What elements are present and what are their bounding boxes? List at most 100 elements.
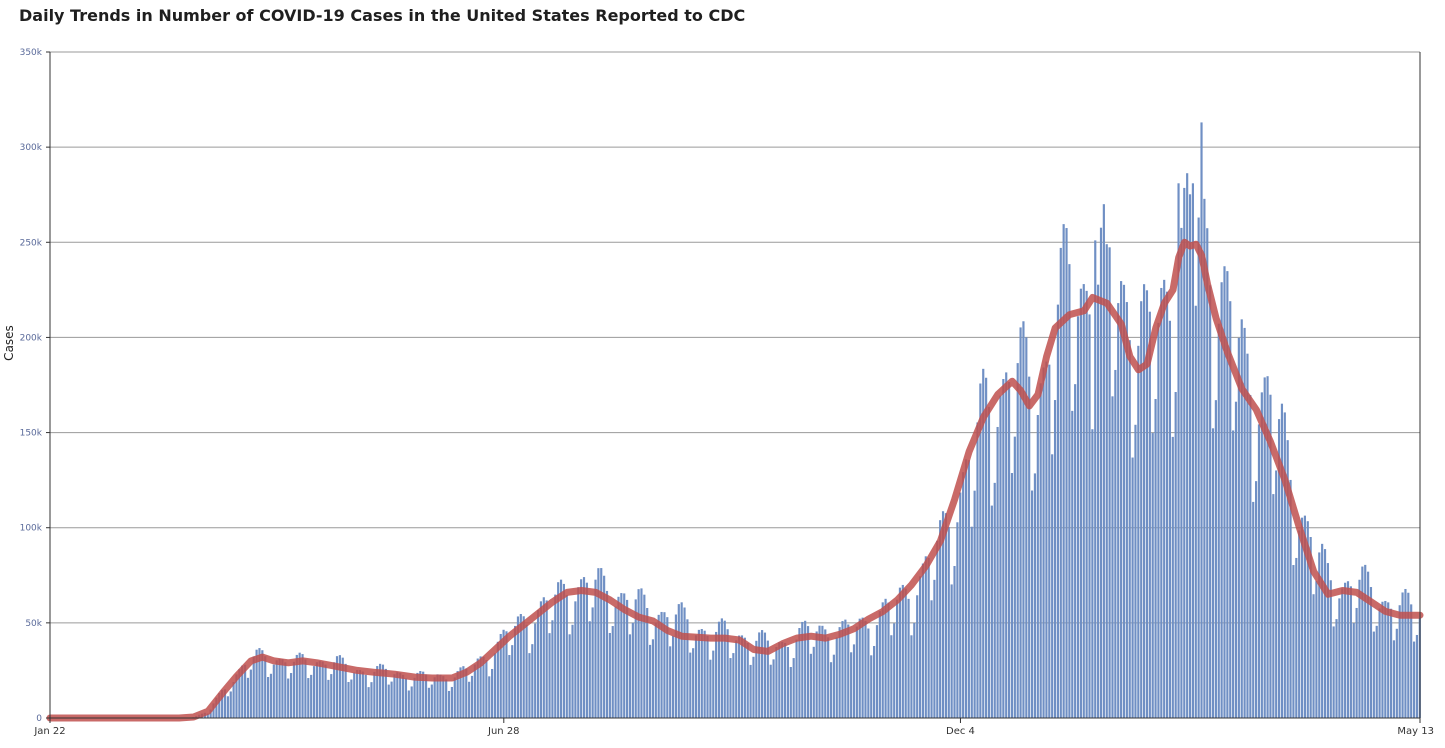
bar bbox=[864, 620, 867, 718]
bar bbox=[333, 662, 336, 718]
bar bbox=[582, 577, 586, 718]
bar bbox=[669, 646, 672, 718]
bar bbox=[654, 622, 657, 718]
bar bbox=[956, 522, 959, 718]
bar bbox=[746, 642, 749, 718]
bar bbox=[1344, 582, 1347, 718]
bar bbox=[353, 672, 356, 718]
bar bbox=[1358, 579, 1361, 718]
bar bbox=[838, 627, 841, 718]
bar bbox=[1030, 490, 1034, 718]
bar bbox=[1300, 517, 1304, 718]
bar bbox=[1243, 327, 1246, 718]
bar bbox=[574, 601, 577, 718]
bar bbox=[758, 632, 761, 718]
bar bbox=[367, 687, 370, 718]
bar bbox=[970, 526, 973, 718]
bar bbox=[1246, 353, 1249, 718]
bar bbox=[703, 630, 706, 718]
bar bbox=[522, 616, 525, 718]
chart-title: Daily Trends in Number of COVID-19 Cases… bbox=[19, 6, 746, 25]
bar bbox=[778, 642, 781, 718]
bar bbox=[453, 677, 456, 718]
bar bbox=[1375, 625, 1378, 718]
moving-average-path bbox=[46, 238, 1424, 722]
bar bbox=[568, 634, 571, 718]
bar bbox=[818, 625, 821, 718]
bar bbox=[387, 684, 390, 718]
bar bbox=[462, 666, 465, 718]
bar bbox=[594, 579, 597, 718]
bar bbox=[603, 575, 606, 718]
bar bbox=[1111, 396, 1114, 718]
bar bbox=[330, 674, 333, 718]
bar bbox=[1309, 537, 1312, 718]
bar bbox=[511, 645, 514, 718]
bar bbox=[1260, 392, 1263, 718]
bar bbox=[893, 623, 896, 718]
bar bbox=[763, 632, 767, 718]
bar bbox=[364, 674, 367, 718]
bar bbox=[648, 644, 652, 718]
bar bbox=[519, 614, 522, 718]
bar bbox=[516, 616, 520, 718]
bar bbox=[1039, 383, 1042, 718]
bar bbox=[571, 624, 574, 718]
bar bbox=[867, 628, 870, 718]
bar bbox=[953, 566, 956, 718]
bar bbox=[496, 641, 499, 718]
bar bbox=[413, 677, 416, 718]
bar bbox=[1321, 543, 1324, 718]
bar bbox=[1140, 301, 1143, 718]
bar bbox=[215, 697, 218, 718]
bar bbox=[1157, 322, 1160, 718]
bar bbox=[344, 663, 347, 718]
bar bbox=[1226, 271, 1229, 718]
bar bbox=[1028, 376, 1031, 718]
bar bbox=[223, 689, 227, 718]
bar bbox=[1263, 377, 1266, 718]
bar bbox=[264, 656, 267, 718]
x-tick-labels: Jan 22 Jun 28 Dec 4 May 13 bbox=[33, 726, 1434, 737]
bar bbox=[1148, 311, 1151, 718]
bar bbox=[384, 668, 387, 718]
bar bbox=[361, 671, 364, 718]
bar bbox=[1002, 379, 1005, 718]
bar bbox=[1306, 521, 1309, 718]
bar bbox=[941, 511, 945, 718]
bar bbox=[1062, 224, 1065, 718]
bar bbox=[772, 659, 775, 718]
bar bbox=[936, 540, 939, 718]
bar bbox=[1272, 494, 1275, 718]
bar bbox=[456, 671, 459, 718]
bar bbox=[427, 687, 431, 718]
bar bbox=[1142, 284, 1146, 718]
bar bbox=[1165, 291, 1169, 718]
bar bbox=[350, 679, 353, 718]
bar bbox=[1295, 557, 1298, 718]
bar bbox=[628, 634, 632, 718]
bar bbox=[1384, 600, 1387, 718]
bar bbox=[404, 678, 408, 718]
bar bbox=[1367, 571, 1370, 718]
bar bbox=[904, 588, 907, 718]
bar bbox=[1229, 301, 1232, 718]
bar bbox=[924, 556, 927, 718]
bar bbox=[1036, 415, 1039, 718]
bar bbox=[1177, 183, 1180, 719]
bar bbox=[1355, 607, 1358, 718]
bar bbox=[735, 640, 738, 718]
y-tick-label: 200k bbox=[20, 333, 43, 343]
bar bbox=[815, 631, 818, 718]
bar bbox=[1381, 601, 1384, 718]
bar bbox=[723, 620, 726, 718]
bar bbox=[709, 659, 712, 718]
bar bbox=[1292, 565, 1295, 718]
bar bbox=[1025, 337, 1028, 718]
bar bbox=[720, 618, 723, 718]
bar bbox=[267, 677, 270, 718]
bar bbox=[232, 681, 235, 718]
bar bbox=[554, 594, 557, 718]
bar bbox=[588, 621, 591, 718]
